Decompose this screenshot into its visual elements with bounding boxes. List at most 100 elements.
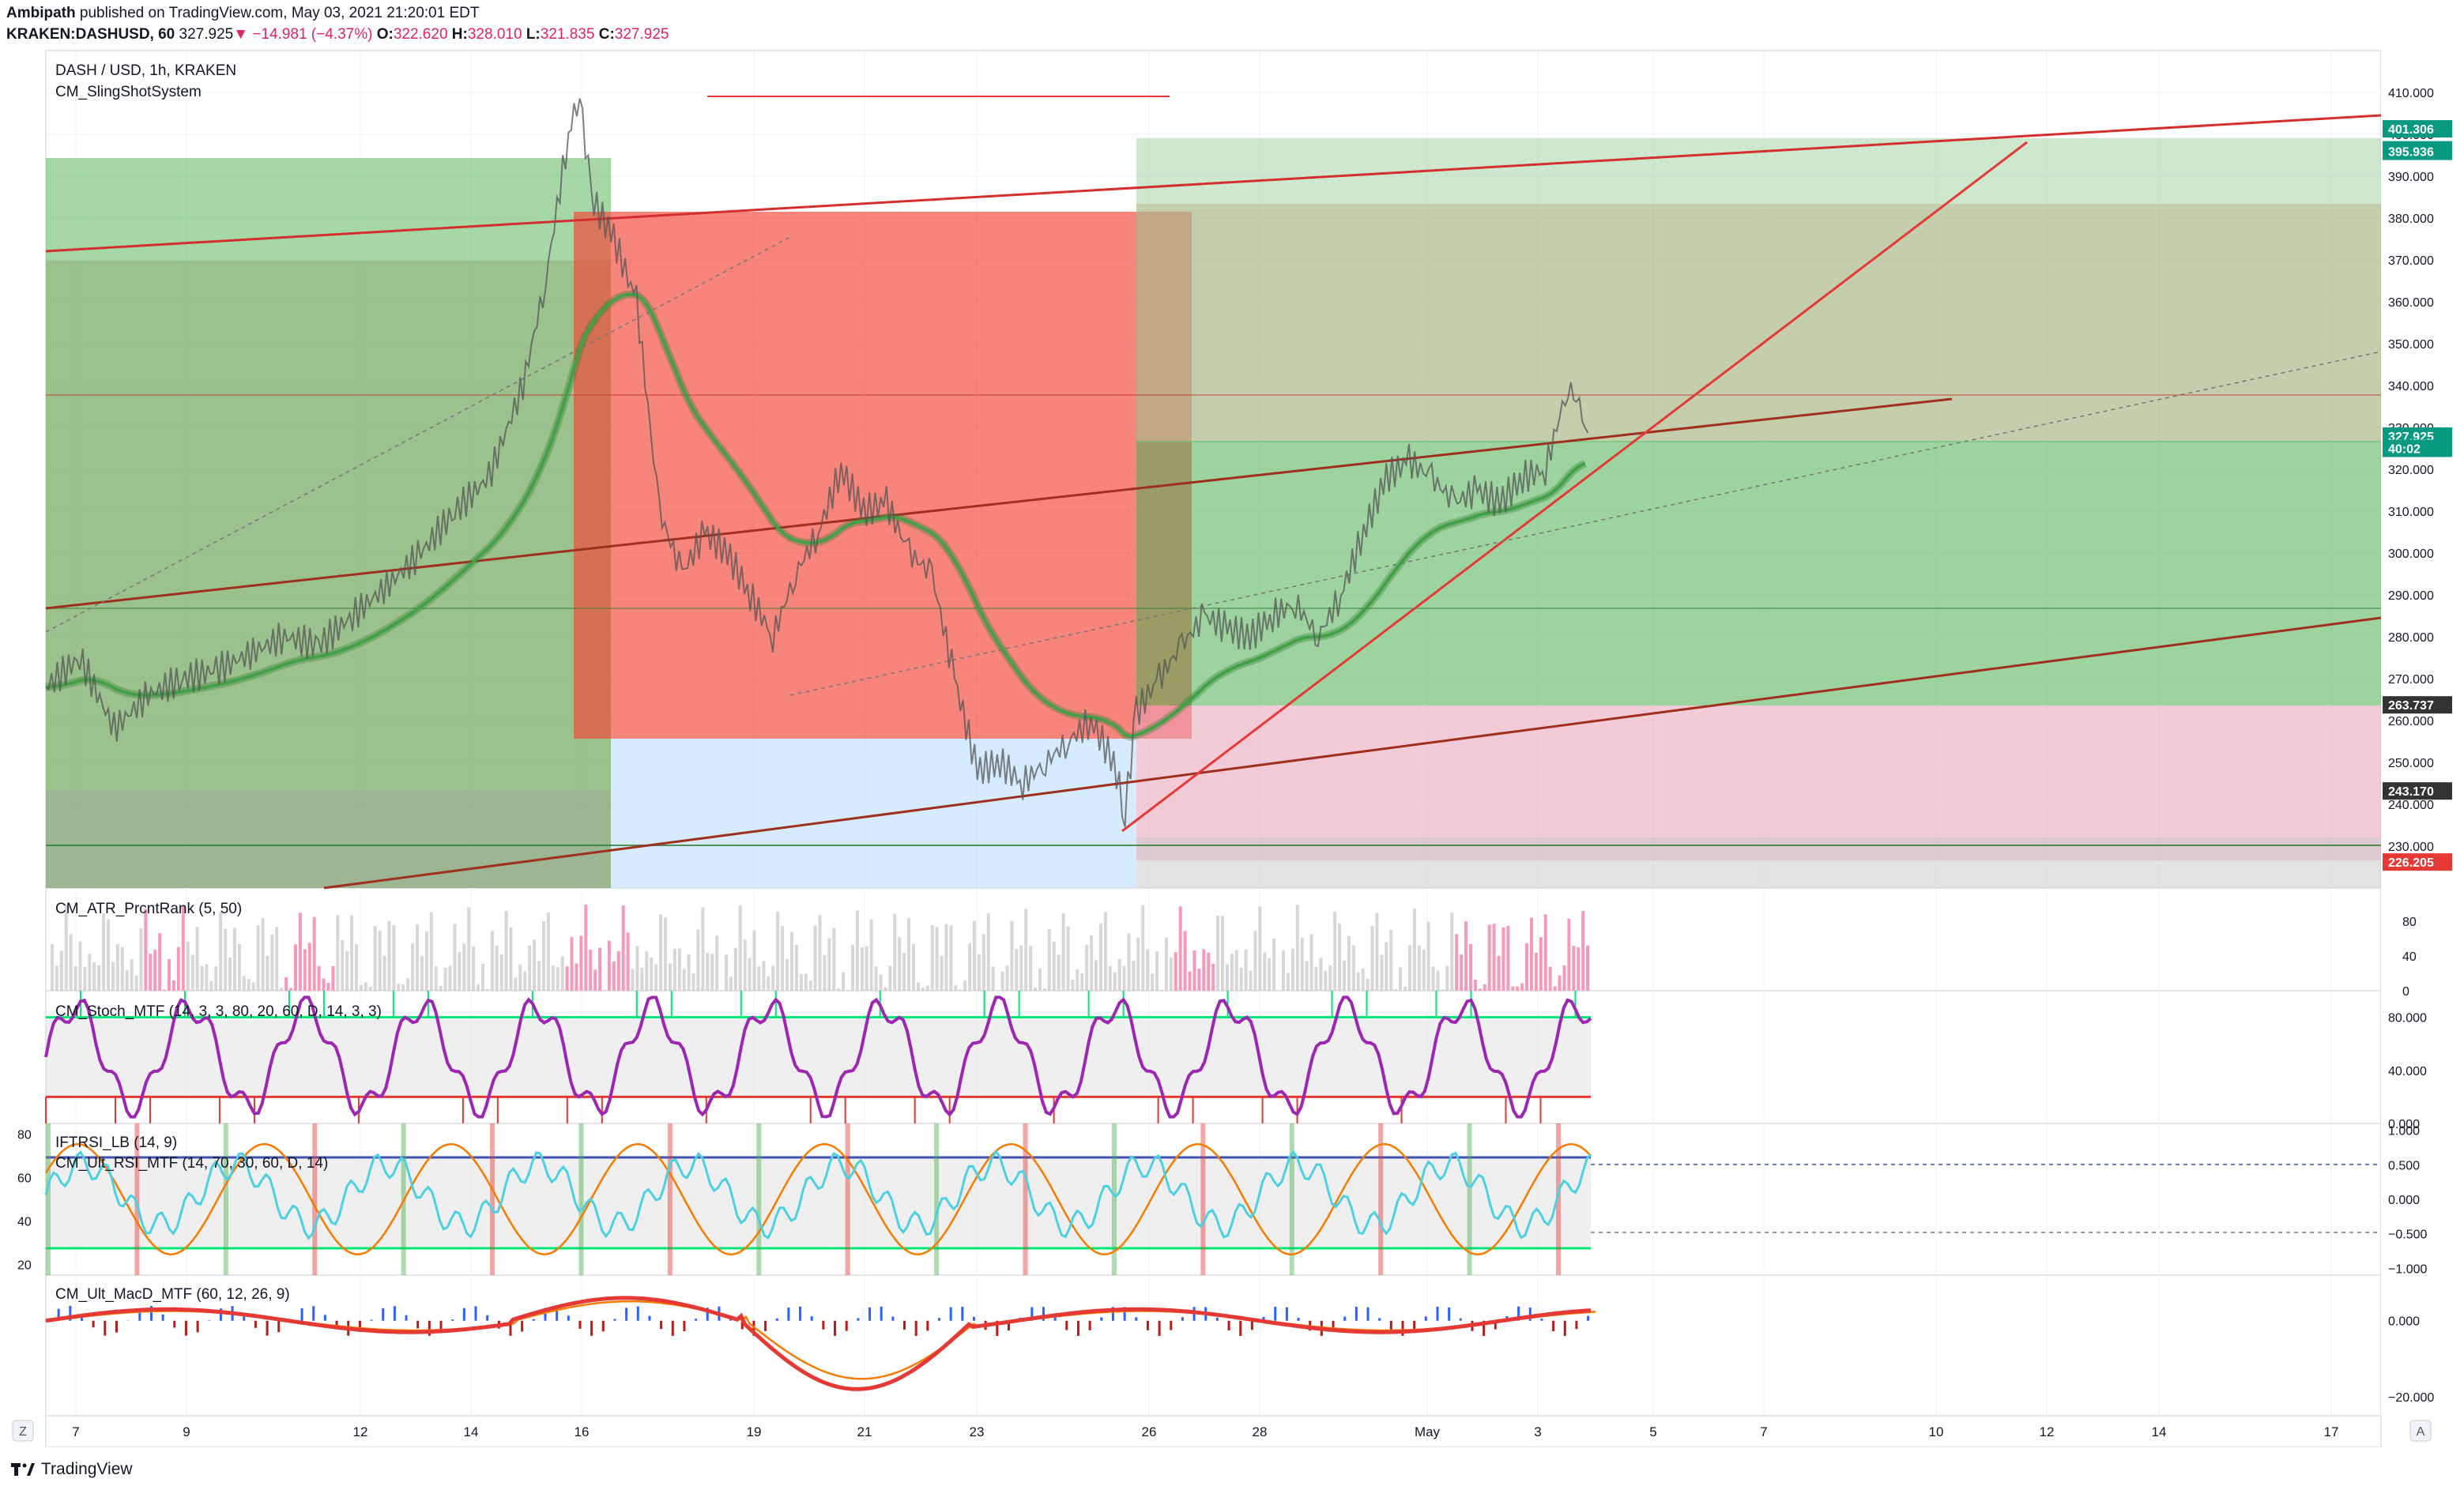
atr-bar (275, 927, 279, 991)
open-value: 322.620 (393, 26, 448, 43)
atr-bar (621, 905, 625, 991)
rsi-spike (1467, 1123, 1472, 1275)
price-badge (2383, 782, 2452, 800)
macd-hist-bar (1424, 1316, 1427, 1321)
atr-bar (1258, 906, 1262, 991)
macd-hist-bar (370, 1319, 373, 1321)
atr-bar (420, 956, 424, 991)
atr-bar (546, 912, 550, 991)
macd-hist-bar (115, 1320, 118, 1333)
atr-bar (1076, 969, 1079, 991)
price-tick-label: 370.000 (2388, 254, 2434, 268)
time-axis[interactable] (45, 1415, 2382, 1448)
stoch-label: CM_Stoch_MTF (14, 3, 3, 80, 20, 60, D, 1… (55, 1003, 382, 1020)
atr-bar (326, 983, 330, 991)
macd-hist-bar (1285, 1307, 1288, 1321)
macd-hist-bar (1528, 1308, 1532, 1321)
atr-bar (659, 914, 663, 991)
price-tick-label: 230.000 (2388, 841, 2434, 854)
macd-hist-bar (1076, 1320, 1079, 1336)
macd-hist-bar (845, 1320, 848, 1331)
macd-hist-bar (462, 1308, 465, 1321)
atr-bar (818, 915, 822, 991)
atr-bar (1529, 917, 1533, 991)
price-tick-label: 250.000 (2388, 757, 2434, 770)
atr-bar (115, 944, 119, 991)
atr-bar (528, 945, 532, 991)
atr-bar (551, 965, 555, 991)
price-tick-label: 280.000 (2388, 631, 2434, 645)
macd-hist-bar (474, 1306, 477, 1321)
chart-svg[interactable]: DASH / USD, 1h, KRAKEN CM_SlingShotSyste… (0, 49, 2464, 1448)
upper-trend-line[interactable] (45, 114, 2382, 253)
atr-bar (102, 912, 106, 991)
atr-bar (219, 911, 223, 991)
atr-bar (163, 989, 167, 991)
auto-scale-z-button[interactable] (12, 1420, 34, 1442)
atr-bar (991, 966, 995, 991)
macd-hist-bar (903, 1320, 906, 1330)
atr-bar (804, 973, 808, 991)
time-tick-label: 7 (72, 1424, 79, 1439)
price-tick-label: 270.000 (2388, 673, 2434, 687)
macd-hist-bar (104, 1320, 107, 1336)
atr-bar (261, 917, 265, 991)
atr-bar (1151, 973, 1155, 991)
tradingview-brand[interactable]: TradingView (41, 1460, 133, 1478)
lower-trend-line[interactable] (323, 616, 2382, 890)
macd-hist-bar (532, 1319, 535, 1321)
atr-bar (518, 964, 522, 991)
auto-scale-z-label: Z (19, 1425, 27, 1439)
atr-tick-label: 40 (2402, 950, 2417, 964)
atr-bar (134, 975, 138, 991)
macd-hist-bar (1181, 1317, 1184, 1321)
chart-area[interactable]: DASH / USD, 1h, KRAKEN CM_SlingShotSyste… (0, 49, 2464, 1448)
atr-bar (1534, 952, 1538, 991)
atr-bar (439, 985, 443, 991)
atr-bar (1343, 960, 1347, 991)
price-tick-label: 390.000 (2388, 171, 2434, 184)
macd-hist-bar (1053, 1317, 1057, 1321)
atr-bar (701, 907, 705, 991)
atr-bar (312, 916, 316, 991)
atr-bar (874, 966, 878, 991)
macd-hist-bar (834, 1320, 837, 1336)
atr-bar (1286, 973, 1290, 991)
rsi-spike (1111, 1123, 1117, 1275)
atr-bar (1375, 912, 1379, 991)
atr-bar (888, 965, 892, 991)
atr-bar (650, 957, 654, 991)
atr-bar (1478, 988, 1482, 991)
author-name[interactable]: Ambipath (6, 5, 76, 21)
rsi-spike (934, 1123, 940, 1275)
atr-bar (416, 924, 420, 991)
macd-hist-bar (1343, 1316, 1347, 1321)
price-badge (2383, 853, 2452, 871)
macd-hist-bar (138, 1308, 141, 1321)
mid-trend-line[interactable] (45, 397, 1953, 610)
auto-scale-a-button[interactable] (2409, 1420, 2432, 1442)
atr-bar (1351, 945, 1355, 991)
atr-bar (916, 982, 920, 991)
price-axis[interactable] (2381, 51, 2464, 1416)
rsi-spike (1200, 1123, 1206, 1275)
down-arrow-icon: ▼ (233, 26, 249, 43)
atr-bar (771, 965, 775, 991)
ifrsi-line (44, 1142, 1592, 1256)
macd-hist-bar (57, 1308, 60, 1321)
atr-bar (341, 939, 345, 991)
rising-support-line[interactable] (1121, 141, 2028, 833)
macd-hist-bar (996, 1320, 999, 1336)
atr-bar (1506, 925, 1510, 991)
atr-bar (607, 940, 611, 991)
long-zone-left (46, 158, 611, 888)
atr-bar (499, 954, 503, 991)
main-indicator-label: CM_SlingShotSystem (55, 84, 202, 100)
atr-bar (616, 951, 620, 991)
macd-hist-bar (926, 1320, 929, 1331)
atr-bar (940, 955, 944, 991)
atr-bar (1403, 987, 1407, 991)
atr-bar (1319, 958, 1323, 991)
macd-pane[interactable] (45, 1274, 2382, 1417)
macd-hist-bar (590, 1320, 593, 1336)
